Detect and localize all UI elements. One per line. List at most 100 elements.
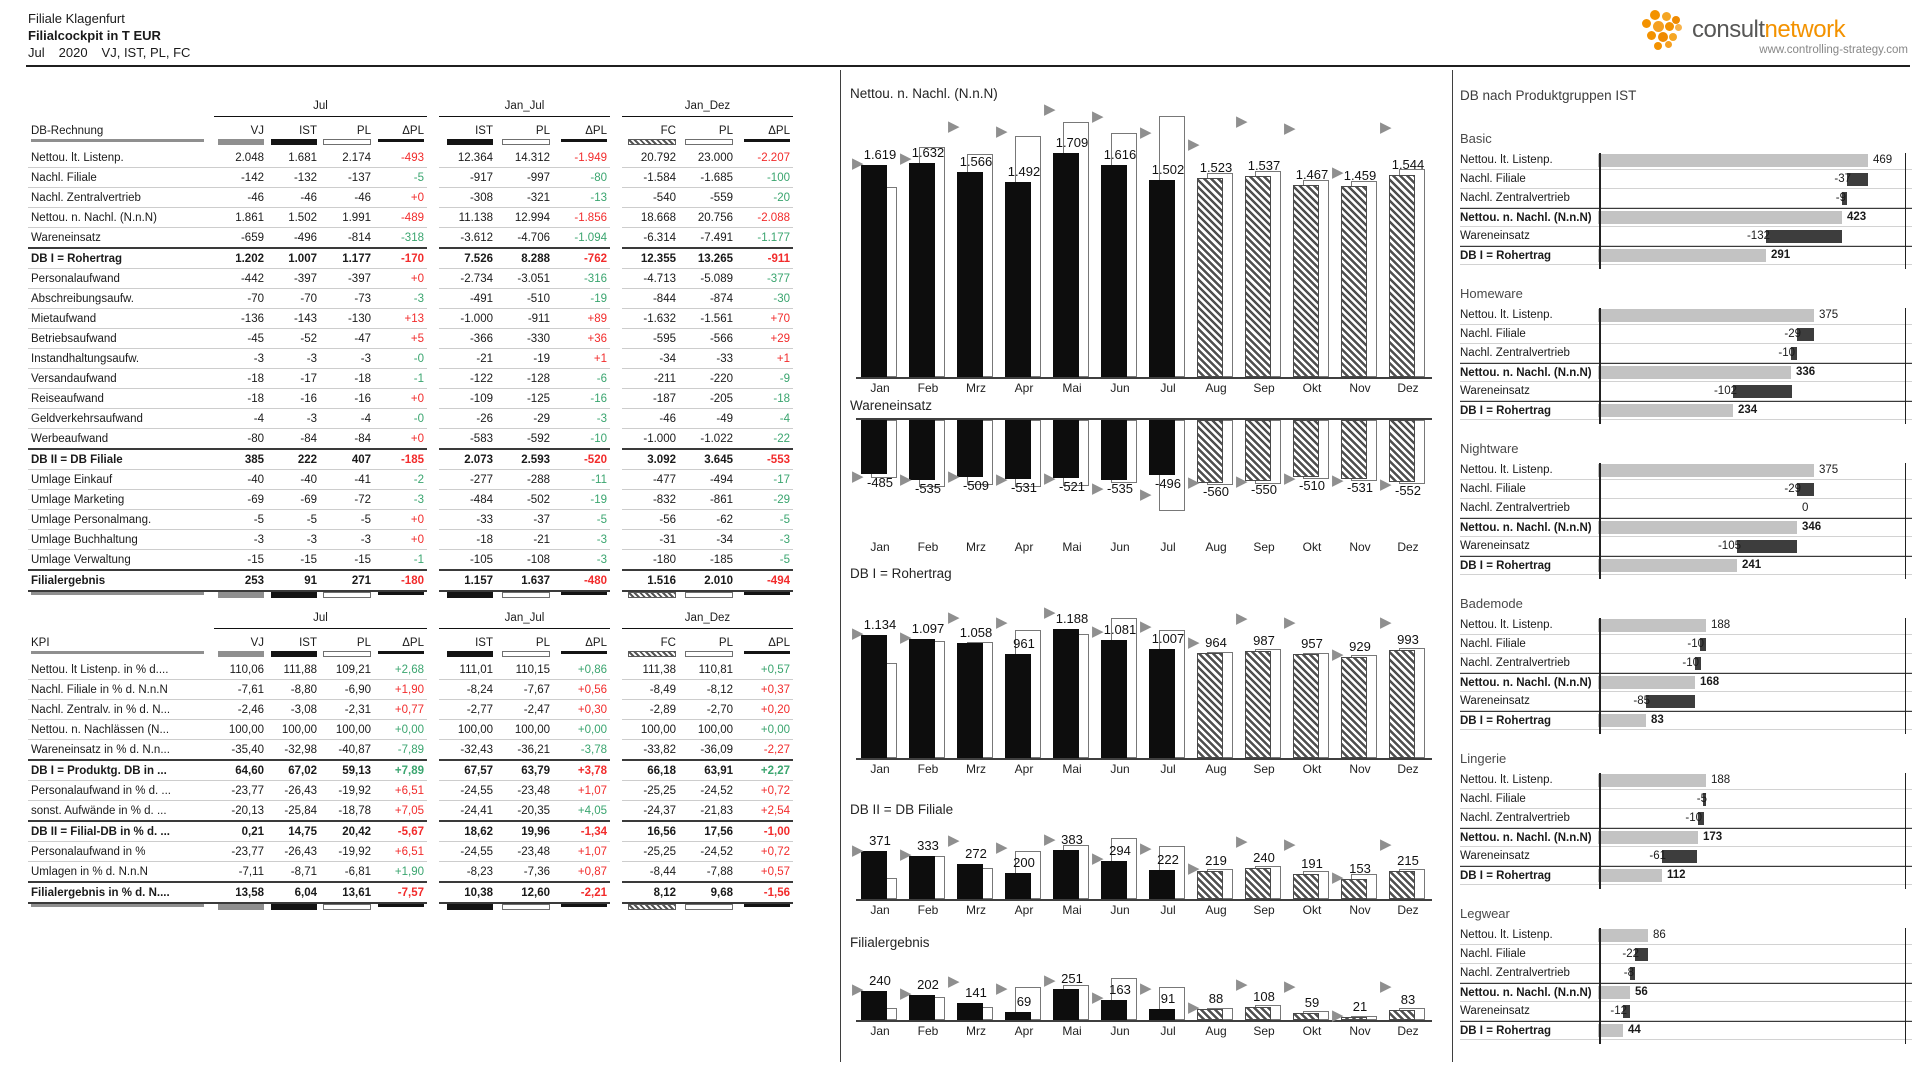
table-cell: -5.089 [679, 268, 736, 289]
table-row: Personalaufwand in % -23,77 -26,43 -19,92 +6… [28, 841, 793, 862]
kpi-table: Jul Jan_Jul Jan_Dez KPI VJ IST PL ΔPL IST PL ΔPL FC… [28, 608, 793, 913]
table-row: Wareneinsatz in % d. N.n... -35,40 -32,98-… [28, 739, 793, 761]
waterfall-row-label: Nachl. Zentralvertrieb [1460, 812, 1570, 824]
pl-scenario-marker [685, 651, 733, 657]
waterfall-row: DB I = Rohertrag 112 [1460, 866, 1912, 885]
period-month: Jul [28, 45, 45, 60]
table-cell: 110,06 [214, 660, 267, 680]
month-slot: ▶ 240 [852, 973, 904, 1020]
table-row: Filialergebnis in % d. N.... 13,58 6,04 13,… [28, 881, 793, 904]
table-cell: -205 [679, 388, 736, 409]
waterfall-bar-area: -12 [1598, 1002, 1912, 1021]
db-rechnung-col-header: VJ [250, 125, 264, 137]
table-cell: -18 [214, 388, 267, 409]
table-cell: 12.994 [496, 207, 553, 228]
waterfall-bar-area: -102 [1598, 382, 1912, 401]
table-cell: -52 [267, 328, 320, 349]
table-cell: -24,55 [439, 780, 496, 801]
vj-marker-icon: ▶ [1092, 480, 1104, 497]
waterfall-value-label: 173 [1703, 831, 1723, 843]
vj-marker-icon: ▶ [1044, 604, 1056, 621]
table-cell: -137 [320, 167, 374, 188]
month-label: Jun [1110, 762, 1130, 776]
waterfall-row-label: DB I = Rohertrag [1460, 869, 1552, 882]
vj-marker-icon: ▶ [1044, 101, 1056, 118]
month-label: Jul [1160, 381, 1176, 395]
positive-bar [1598, 404, 1733, 417]
table-cell: -220 [679, 368, 736, 389]
delta-scenario-marker [378, 904, 424, 907]
table-row: Nachl. Zentralvertrieb -46 -46 -46 +0 -308 -32… [28, 187, 793, 208]
table-cell: 13,58 [214, 881, 267, 904]
waterfall-row-label: DB I = Rohertrag [1460, 1024, 1552, 1037]
product-group-name: Basic [1460, 131, 1492, 146]
waterfall-row-label: Nettou. n. Nachl. (N.n.N) [1460, 986, 1592, 999]
waterfall-bar-area: 375 [1598, 306, 1912, 325]
table-cell: 18.668 [622, 207, 679, 228]
fc-bar [1389, 175, 1415, 377]
table-row: Wareneinsatz -659 -496 -814 -318 -3.612 -4.706… [28, 227, 793, 249]
kpi-group-label: Jul [214, 608, 427, 629]
table-cell: -23,77 [214, 841, 267, 862]
table-cell: +0,00 [736, 719, 793, 740]
vj-marker-icon: ▶ [1140, 618, 1152, 635]
waterfall-row-label: Nettou. lt. Listenp. [1460, 929, 1553, 941]
bar-value-label: 1.188 [1055, 611, 1089, 626]
waterfall-row-label: Nettou. lt. Listenp. [1460, 774, 1553, 786]
table-cell: -659 [214, 227, 267, 249]
table-cell: -32,98 [267, 739, 320, 761]
table-cell: -2.207 [736, 148, 793, 168]
waterfall-value-label: -85 [1633, 694, 1650, 707]
waterfall-value-label: 188 [1711, 618, 1731, 631]
pl-scenario-marker [502, 651, 550, 657]
ist-scenario-marker [271, 904, 317, 910]
table-cell: 2.174 [320, 148, 374, 168]
table-cell: +6,51 [374, 780, 427, 801]
chart-db1-rohertrag-title: DB I = Rohertrag [850, 566, 952, 581]
bar-value-label: -535 [914, 481, 942, 496]
waterfall-bar-area: 291 [1598, 246, 1912, 265]
month-slot: ▶ 272 [948, 833, 1000, 899]
month-slot: ▶ 1.619 [852, 102, 904, 377]
delta-scenario-marker [378, 139, 424, 142]
vj-marker-icon: ▶ [900, 150, 912, 167]
vj-marker-icon: ▶ [1380, 119, 1392, 136]
table-cell: -70 [214, 288, 267, 309]
table-cell: -125 [496, 388, 553, 409]
table-cell: -1.561 [679, 308, 736, 329]
table-cell: 1.202 [214, 247, 267, 269]
table-cell: -2 [374, 469, 427, 490]
month-label: Feb [917, 903, 939, 917]
table-row: Umlage Verwaltung -15 -15 -15 -1 -105 -108 -3 -1… [28, 549, 793, 571]
waterfall-bar-area: 56 [1598, 983, 1912, 1002]
product-group-name: Lingerie [1460, 751, 1507, 766]
waterfall-row: Nachl. Filiale -37 [1460, 170, 1912, 189]
vj-marker-icon: ▶ [1092, 623, 1104, 640]
fc-bar [1245, 176, 1271, 377]
waterfall-row: Nettou. n. Nachl. (N.n.N) 168 [1460, 673, 1912, 692]
row-label: Betriebsaufwand [28, 328, 214, 349]
table-cell: -911 [736, 247, 793, 269]
table-cell: +0,57 [736, 660, 793, 680]
kpi-scenario-marker-row [28, 903, 793, 913]
positive-bar [1598, 1024, 1623, 1037]
waterfall-zero-axis-line [1599, 773, 1601, 889]
month-label: Dez [1397, 1024, 1419, 1038]
table-cell: -874 [679, 288, 736, 309]
ist-bar [1149, 649, 1175, 758]
table-cell: 11.138 [439, 207, 496, 228]
table-cell: -40 [267, 469, 320, 490]
table-cell: -109 [439, 388, 496, 409]
table-cell: 1.502 [267, 207, 320, 228]
waterfall-row: Nettou. n. Nachl. (N.n.N) 56 [1460, 983, 1912, 1002]
waterfall-row: DB I = Rohertrag 83 [1460, 711, 1912, 730]
vj-marker-icon: ▶ [948, 118, 960, 135]
table-cell: 16,56 [622, 820, 679, 842]
pl-scenario-marker [502, 592, 550, 598]
table-cell: -122 [439, 368, 496, 389]
table-cell: -1.000 [622, 428, 679, 450]
table-cell: -34 [622, 348, 679, 369]
positive-bar [1598, 831, 1698, 844]
table-cell: +0,30 [553, 699, 610, 720]
table-cell: -180 [374, 569, 427, 592]
